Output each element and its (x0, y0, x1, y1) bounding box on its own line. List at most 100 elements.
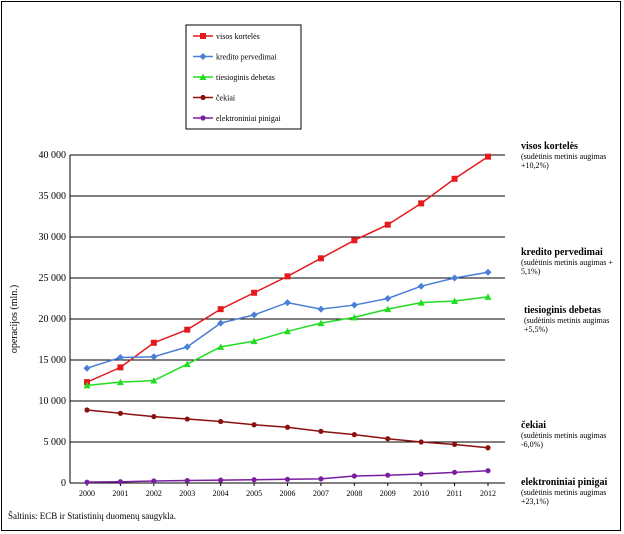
series-end-title: elektroniniai pinigai (521, 477, 608, 488)
data-point (83, 364, 91, 372)
data-point (150, 377, 158, 384)
x-tick-label: 2006 (280, 489, 296, 498)
data-point (417, 282, 425, 290)
y-tick-label: 5 000 (44, 437, 67, 448)
legend-label: elektroniniai pinigai (216, 114, 281, 123)
data-point (317, 305, 325, 313)
data-point (151, 478, 157, 484)
y-tick-label: 25 000 (39, 273, 67, 284)
data-point (350, 301, 358, 309)
series-end-note: (sudėtinis metinis augimas +10,2%) (521, 152, 607, 170)
legend-label: čekiai (216, 94, 236, 103)
series-end-label: visos kortelės (sudėtinis metinis augimas… (521, 141, 617, 170)
data-point (484, 268, 492, 276)
data-point (284, 273, 291, 280)
data-point (251, 477, 257, 483)
data-point (217, 306, 224, 313)
source-note: Šaltinis: ECB ir Statistinių duomenų sau… (8, 511, 176, 521)
series-end-title: čekiai (521, 420, 546, 431)
data-point (184, 326, 191, 333)
legend-label: visos kortelės (216, 32, 260, 41)
data-point (384, 295, 392, 302)
data-point (350, 313, 358, 321)
legend-marker (199, 53, 207, 60)
data-point (284, 476, 291, 482)
x-tick-label: 2001 (112, 489, 128, 498)
series-end-label: tiesioginis debetas (sudėtinis metinis au… (524, 305, 620, 334)
data-point (218, 477, 224, 483)
data-point (485, 153, 491, 160)
series-line (86, 156, 489, 383)
data-point (418, 471, 424, 477)
x-tick-label: 2004 (213, 489, 229, 498)
legend-marker (200, 94, 206, 101)
data-point (117, 479, 124, 485)
data-point (317, 255, 324, 262)
y-tick-label: 35 000 (39, 191, 67, 202)
data-point (451, 469, 458, 475)
data-point (250, 337, 258, 345)
data-point (451, 175, 458, 182)
data-point (417, 299, 425, 306)
data-point (84, 407, 90, 413)
data-point (117, 410, 124, 416)
data-point (218, 418, 224, 425)
data-point (418, 439, 424, 445)
data-point (116, 354, 124, 362)
y-axis-title: operacijos (mln.) (9, 285, 20, 353)
series-end-label: kredito pervedimai (sudėtinis metinis aug… (521, 247, 617, 276)
series-end-note: (sudėtinis metinis augimas -6,0%) (521, 431, 607, 449)
data-point (284, 299, 291, 307)
legend-marker (200, 33, 206, 39)
y-tick-label: 0 (61, 478, 66, 489)
data-point (251, 289, 258, 296)
series-end-note: (sudėtinis metinis augimas +5,5%) (524, 316, 610, 334)
data-point (183, 343, 191, 351)
legend-marker (199, 73, 207, 80)
legend-label: tiesioginis debetas (216, 73, 275, 82)
data-point (384, 221, 391, 228)
data-point (351, 237, 358, 244)
data-point (184, 477, 190, 484)
x-tick-label: 2010 (413, 489, 429, 498)
legend-label: kredito pervedimai (216, 53, 277, 62)
y-tick-label: 10 000 (39, 396, 67, 407)
series-end-note: (sudėtinis metinis augimas +23,1%) (521, 488, 607, 506)
data-point (451, 274, 459, 282)
x-tick-label: 2002 (146, 489, 162, 498)
data-point (451, 441, 458, 448)
y-tick-label: 15 000 (39, 355, 67, 366)
data-point (251, 422, 257, 428)
data-point (385, 436, 391, 442)
series-end-label: elektroniniai pinigai (sudėtinis metinis … (521, 477, 617, 506)
data-point (351, 473, 357, 479)
series-end-title: visos kortelės (521, 141, 578, 152)
data-point (150, 353, 158, 361)
y-tick-label: 20 000 (39, 314, 67, 325)
data-point (485, 468, 491, 474)
data-point (83, 381, 91, 389)
data-point (418, 200, 425, 207)
series-line (86, 296, 489, 387)
series-end-title: tiesioginis debetas (524, 305, 601, 316)
data-point (151, 413, 157, 420)
data-point (116, 378, 124, 386)
data-point (317, 319, 325, 327)
legend-marker (200, 115, 206, 121)
data-point (484, 293, 492, 300)
data-point (117, 364, 124, 371)
x-tick-label: 2003 (179, 489, 195, 498)
data-point (385, 472, 391, 478)
x-tick-label: 2000 (79, 489, 95, 498)
series-end-label: čekiai (sudėtinis metinis augimas -6,0%) (521, 420, 617, 449)
x-tick-label: 2005 (246, 489, 262, 498)
x-tick-label: 2012 (480, 489, 496, 498)
data-point (318, 428, 324, 434)
data-point (485, 445, 491, 451)
y-tick-label: 30 000 (39, 232, 67, 243)
series-end-title: kredito pervedimai (521, 247, 603, 258)
x-tick-label: 2009 (380, 489, 396, 498)
data-point (183, 360, 191, 368)
y-tick-label: 40 000 (39, 150, 67, 161)
